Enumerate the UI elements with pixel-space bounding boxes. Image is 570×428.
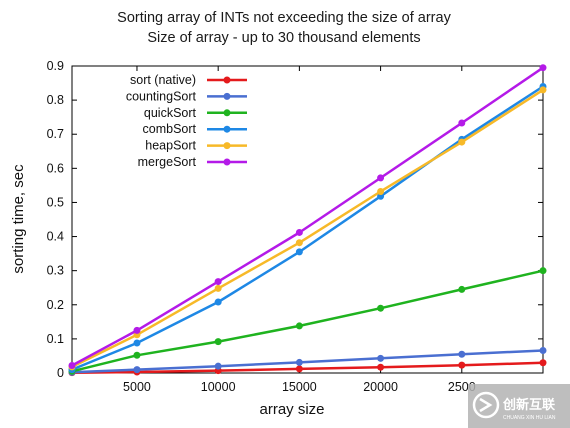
watermark: 创新互联 CHUANG XIN HU LIAN bbox=[468, 384, 570, 428]
legend-marker-countingsort bbox=[223, 92, 231, 100]
x-tick-label: 15000 bbox=[282, 380, 317, 394]
legend-label-sort-native: sort (native) bbox=[130, 73, 196, 87]
data-point-combsort bbox=[133, 339, 141, 347]
y-axis-label: sorting time, sec bbox=[10, 164, 27, 274]
y-tick-label: 0 bbox=[57, 366, 64, 380]
data-point-mergesort bbox=[539, 64, 547, 72]
data-point-quicksort bbox=[377, 304, 385, 312]
legend-marker-quicksort bbox=[223, 109, 231, 117]
x-tick-label: 20000 bbox=[363, 380, 398, 394]
legend-label-mergesort: mergeSort bbox=[138, 155, 197, 169]
data-point-quicksort bbox=[214, 338, 222, 346]
chart-subtitle: Size of array - up to 30 thousand elemen… bbox=[147, 30, 420, 46]
chart-title: Sorting array of INTs not exceeding the … bbox=[117, 10, 451, 26]
series-quicksort bbox=[68, 267, 547, 375]
data-point-quicksort bbox=[539, 267, 547, 275]
y-tick-label: 0.9 bbox=[47, 59, 64, 73]
y-axis: 0 0.1 0.2 0.3 0.4 0.5 0.6 0.7 0.8 0.9 bbox=[47, 59, 543, 380]
legend-label-countingsort: countingSort bbox=[126, 89, 197, 103]
series-line-mergesort bbox=[71, 66, 544, 367]
data-point-heapsort bbox=[539, 86, 547, 94]
legend-marker-combsort bbox=[223, 125, 231, 133]
data-point-countingsort bbox=[133, 366, 141, 374]
data-point-combsort bbox=[295, 248, 303, 256]
data-point-sort-native bbox=[539, 359, 547, 367]
data-point-quicksort bbox=[458, 285, 466, 293]
y-tick-label: 0.6 bbox=[47, 161, 64, 175]
y-tick-label: 0.2 bbox=[47, 298, 64, 312]
legend-label-quicksort: quickSort bbox=[144, 106, 197, 120]
y-tick-label: 0.7 bbox=[47, 127, 64, 141]
data-point-combsort bbox=[214, 298, 222, 306]
watermark-subtext: CHUANG XIN HU LIAN bbox=[503, 415, 556, 421]
data-point-quicksort bbox=[295, 322, 303, 330]
legend-marker-sort-native bbox=[223, 76, 231, 84]
data-point-heapsort bbox=[458, 138, 466, 146]
data-point-sort-native bbox=[295, 365, 303, 373]
data-point-heapsort bbox=[295, 239, 303, 247]
legend-marker-heapsort bbox=[223, 142, 231, 150]
watermark-logo-mark bbox=[479, 397, 493, 413]
x-axis-label: array size bbox=[259, 401, 324, 418]
data-point-countingsort bbox=[458, 350, 466, 358]
series-line-sort-native bbox=[71, 361, 544, 374]
data-point-countingsort bbox=[295, 358, 303, 366]
data-point-mergesort bbox=[377, 174, 385, 182]
series-line-quicksort bbox=[71, 269, 544, 373]
data-point-mergesort bbox=[133, 326, 141, 334]
y-tick-label: 0.3 bbox=[47, 264, 64, 278]
watermark-text: 创新互联 bbox=[502, 397, 555, 412]
series-countingsort bbox=[68, 346, 547, 376]
data-point-countingsort bbox=[214, 362, 222, 370]
data-point-quicksort bbox=[133, 351, 141, 359]
data-point-mergesort bbox=[458, 119, 466, 127]
series-layer bbox=[68, 64, 547, 377]
x-tick-label: 10000 bbox=[201, 380, 236, 394]
x-tick-label: 5000 bbox=[123, 380, 151, 394]
y-tick-label: 0.5 bbox=[47, 195, 64, 209]
data-point-mergesort bbox=[68, 361, 76, 369]
legend-label-combsort: combSort bbox=[143, 122, 197, 136]
data-point-sort-native bbox=[377, 363, 385, 371]
watermark-background bbox=[468, 384, 570, 428]
data-point-heapsort bbox=[377, 188, 385, 196]
data-point-mergesort bbox=[214, 278, 222, 286]
y-tick-label: 0.1 bbox=[47, 332, 64, 346]
legend: sort (native) countingSort quickSort combSo… bbox=[126, 73, 247, 169]
plot-area bbox=[71, 65, 544, 374]
data-point-sort-native bbox=[458, 361, 466, 369]
x-axis: 5000 10000 15000 20000 2500 bbox=[123, 66, 476, 394]
data-point-countingsort bbox=[377, 354, 385, 362]
data-point-countingsort bbox=[539, 346, 547, 354]
y-tick-label: 0.8 bbox=[47, 93, 64, 107]
data-point-heapsort bbox=[214, 284, 222, 292]
series-mergesort bbox=[68, 64, 547, 369]
watermark-logo-icon bbox=[472, 391, 500, 419]
legend-marker-mergesort bbox=[223, 158, 231, 166]
series-heapsort bbox=[68, 86, 547, 371]
y-tick-label: 0.4 bbox=[47, 230, 64, 244]
data-point-mergesort bbox=[295, 228, 303, 236]
legend-label-heapsort: heapSort bbox=[145, 139, 196, 153]
